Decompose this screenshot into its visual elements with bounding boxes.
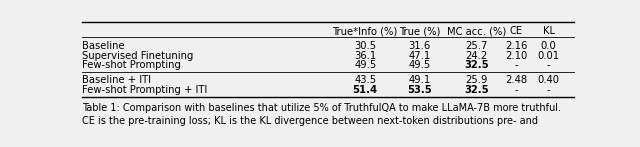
Text: 25.7: 25.7 (466, 41, 488, 51)
Text: True (%): True (%) (399, 26, 440, 36)
Text: Few-shot Prompting: Few-shot Prompting (83, 60, 181, 70)
Text: 32.5: 32.5 (465, 60, 489, 70)
Text: CE: CE (510, 26, 523, 36)
Text: 31.6: 31.6 (408, 41, 431, 51)
Text: Supervised Finetuning: Supervised Finetuning (83, 51, 194, 61)
Text: 47.1: 47.1 (408, 51, 431, 61)
Text: 51.4: 51.4 (353, 85, 378, 95)
Text: Baseline: Baseline (83, 41, 125, 51)
Text: 0.0: 0.0 (541, 41, 557, 51)
Text: 25.9: 25.9 (466, 75, 488, 85)
Text: -: - (515, 85, 518, 95)
Text: True*Info (%): True*Info (%) (333, 26, 398, 36)
Text: KL: KL (543, 26, 555, 36)
Text: CE is the pre-training loss; KL is the KL divergence between next-token distribu: CE is the pre-training loss; KL is the K… (83, 116, 538, 126)
Text: 0.01: 0.01 (538, 51, 560, 61)
Text: Table 1: Comparison with baselines that utilize 5% of TruthfulQA to make LLaMA-7: Table 1: Comparison with baselines that … (83, 103, 561, 113)
Text: Few-shot Prompting + ITI: Few-shot Prompting + ITI (83, 85, 208, 95)
Text: 53.5: 53.5 (408, 85, 432, 95)
Text: 36.1: 36.1 (354, 51, 376, 61)
Text: 2.48: 2.48 (506, 75, 527, 85)
Text: -: - (515, 60, 518, 70)
Text: -: - (547, 85, 550, 95)
Text: 32.5: 32.5 (465, 85, 489, 95)
Text: 49.5: 49.5 (408, 60, 431, 70)
Text: 2.10: 2.10 (506, 51, 527, 61)
Text: -: - (547, 60, 550, 70)
Text: 0.40: 0.40 (538, 75, 560, 85)
Text: 49.5: 49.5 (354, 60, 376, 70)
Text: 30.5: 30.5 (354, 41, 376, 51)
Text: Baseline + ITI: Baseline + ITI (83, 75, 152, 85)
Text: 24.2: 24.2 (466, 51, 488, 61)
Text: 2.16: 2.16 (506, 41, 527, 51)
Text: MC acc. (%): MC acc. (%) (447, 26, 506, 36)
Text: 49.1: 49.1 (408, 75, 431, 85)
Text: 43.5: 43.5 (354, 75, 376, 85)
